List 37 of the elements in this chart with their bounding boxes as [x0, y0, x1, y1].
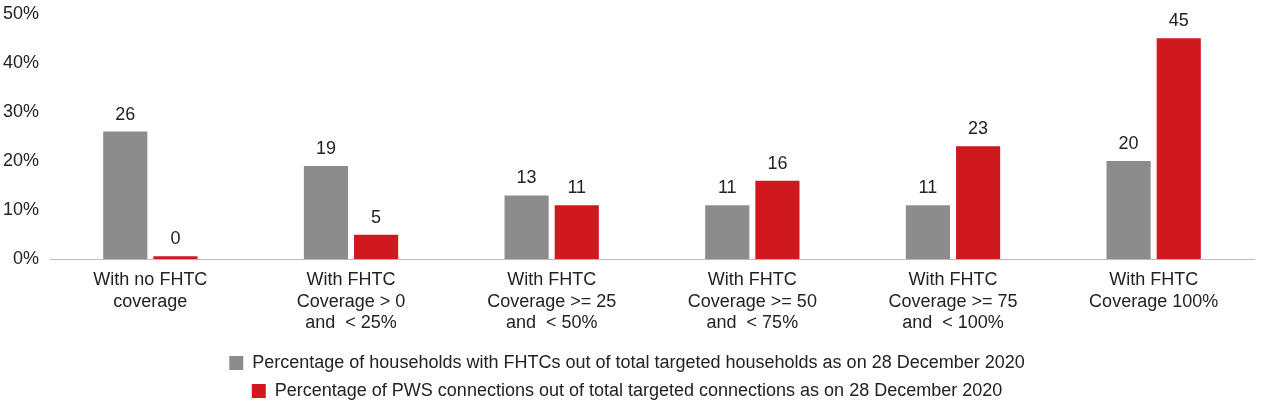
- data-label: 45: [1168, 10, 1189, 31]
- data-label: 13: [516, 167, 537, 188]
- bar: [1156, 38, 1201, 260]
- y-tick-label: 10%: [3, 199, 40, 220]
- bar: [303, 165, 349, 260]
- data-label: 5: [371, 206, 382, 227]
- legend-label: Percentage of PWS connections out of total targeted connections as on 28 December 2020: [274, 379, 1003, 400]
- x-tick-label: With FHTC Coverage > 0 and < 25%: [296, 268, 406, 333]
- bar: [905, 205, 950, 260]
- data-label: 16: [767, 152, 788, 173]
- data-label: 0: [170, 228, 181, 249]
- bar: [103, 131, 148, 260]
- bar: [354, 234, 399, 260]
- bar: [554, 205, 599, 260]
- x-tick-label: With FHTC Coverage >= 50 and < 75%: [687, 268, 817, 333]
- x-tick-label: With FHTC Coverage 100%: [1089, 268, 1219, 311]
- y-tick-label: 20%: [3, 150, 40, 171]
- bar: [705, 205, 750, 260]
- x-tick-label: With FHTC Coverage >= 25 and < 50%: [487, 268, 617, 333]
- y-tick-label: 30%: [3, 100, 40, 121]
- bar: [956, 146, 1001, 260]
- legend-label: Percentage of households with FHTCs out of total targeted households as on 28 December 2020: [252, 351, 1025, 372]
- data-label: 23: [968, 118, 989, 139]
- x-tick-label: With FHTC Coverage >= 75 and < 100%: [888, 268, 1018, 333]
- data-label: 19: [315, 137, 336, 158]
- bar: [755, 180, 800, 260]
- data-label: 11: [717, 177, 737, 198]
- data-label: 26: [115, 103, 136, 124]
- data-label: 11: [918, 177, 938, 198]
- data-label: 20: [1118, 133, 1139, 154]
- y-tick-label: 0%: [13, 248, 40, 269]
- bar: [504, 195, 549, 260]
- bar: [1106, 161, 1151, 260]
- y-tick-label: 50%: [3, 2, 40, 23]
- y-tick-label: 40%: [3, 51, 40, 72]
- data-label: 11: [567, 177, 587, 198]
- x-tick-label: With no FHTC coverage: [93, 268, 208, 311]
